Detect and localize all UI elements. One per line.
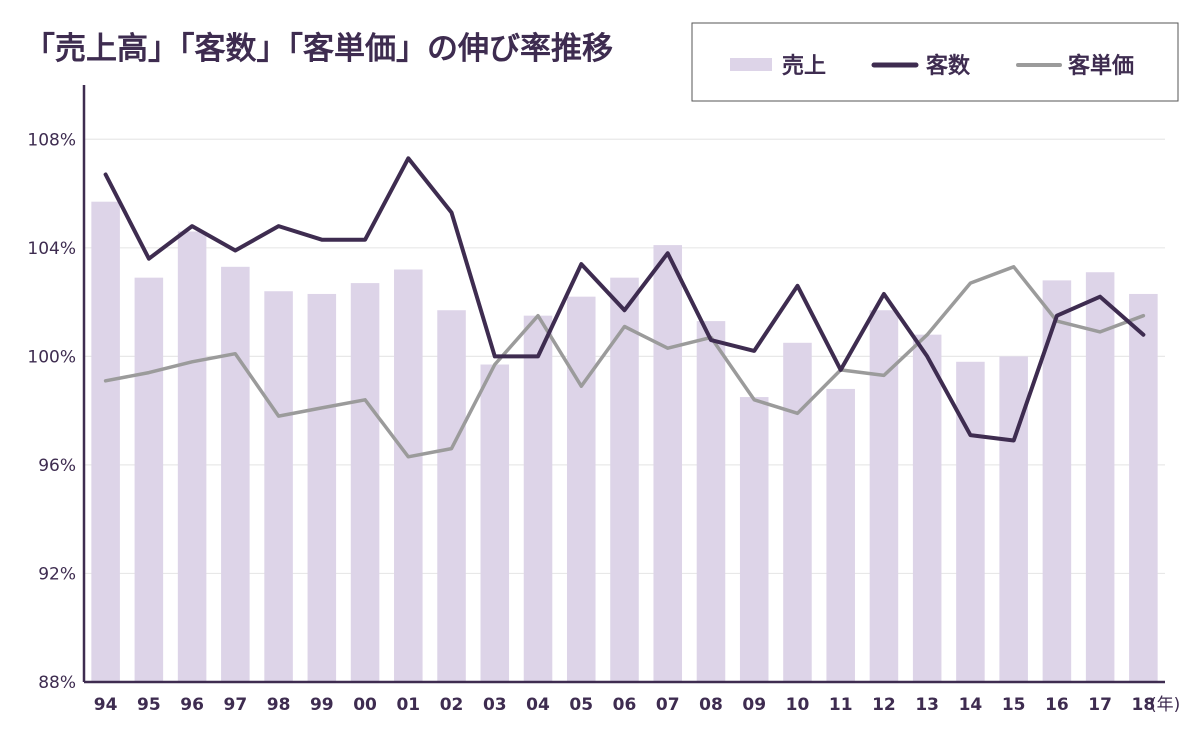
sales-bar (437, 310, 466, 682)
customers-line (103, 156, 1146, 443)
x-tick-label: 05 (569, 695, 593, 715)
x-tick-label: 97 (224, 695, 248, 715)
x-tick-label: 01 (396, 695, 420, 715)
x-tick-label: 03 (483, 695, 507, 715)
x-tick-label: 17 (1088, 695, 1112, 715)
sales-bar (177, 231, 207, 682)
sales-bar (91, 201, 120, 682)
sales-bar (221, 266, 250, 682)
x-tick-label: 94 (94, 695, 118, 715)
sales-bar (739, 397, 769, 682)
sales-bar (350, 283, 380, 682)
y-tick-label: 100% (27, 347, 76, 367)
y-tick-label: 88% (38, 673, 76, 693)
x-unit-label: (年) (1150, 695, 1180, 715)
x-tick-labels: 94 95 96 97 98 99 00 01 02 03 04 05 06 07 08 09 10 11 12 13… (94, 695, 1155, 715)
sales-bar (826, 388, 855, 682)
legend-swatch-sales (730, 58, 772, 71)
legend-label-customers: 客数 (926, 53, 971, 79)
x-tick-label: 18 (1132, 695, 1156, 715)
sales-bar (394, 269, 423, 682)
x-tick-label: 13 (915, 695, 939, 715)
x-tick-label: 11 (829, 695, 853, 715)
axes (82, 85, 1165, 684)
line-series (103, 156, 1146, 459)
y-tick-label: 92% (38, 564, 76, 584)
sales-bar (869, 310, 899, 682)
x-tick-label: 15 (1002, 695, 1026, 715)
sales-bar (956, 361, 985, 682)
sales-bar (566, 296, 596, 682)
x-tick-label: 95 (137, 695, 161, 715)
sales-bar (1085, 272, 1115, 682)
x-tick-label: 98 (267, 695, 291, 715)
x-tick-label: 06 (613, 695, 637, 715)
y-tick-label: 104% (27, 239, 76, 259)
y-tick-label: 108% (27, 130, 76, 150)
sales-bar (783, 342, 812, 682)
x-tick-label: 16 (1045, 695, 1069, 715)
x-tick-label: 04 (526, 695, 550, 715)
sales-bar (1129, 293, 1158, 682)
x-tick-label: 00 (353, 695, 377, 715)
y-tick-label: 96% (38, 456, 76, 476)
x-tick-label: 12 (872, 695, 896, 715)
y-tick-labels: 88% 92% 96% 100% 104% 108% (27, 130, 76, 693)
legend: 売上 客数 客単価 (691, 22, 1179, 102)
sales-bar (912, 334, 942, 682)
x-tick-label: 10 (786, 695, 810, 715)
sales-bar (523, 315, 553, 682)
legend-label-unit-price: 客単価 (1068, 53, 1134, 79)
x-tick-label: 09 (742, 695, 766, 715)
x-tick-label: 07 (656, 695, 680, 715)
sales-bar (653, 245, 683, 682)
chart-title: 「売上高」「客数」「客単価」の伸び率推移 (24, 31, 613, 67)
sales-bar (610, 277, 639, 682)
sales-bar (999, 356, 1028, 682)
x-tick-label: 02 (440, 695, 464, 715)
x-tick-label: 14 (959, 695, 983, 715)
legend-label-sales: 売上 (782, 53, 826, 79)
unit-price-line (103, 265, 1146, 459)
sales-bar (134, 277, 164, 682)
x-tick-label: 08 (699, 695, 723, 715)
sales-bar (480, 364, 510, 682)
sales-bar (307, 293, 337, 682)
bar-series (91, 201, 1158, 682)
legend-box (691, 22, 1179, 102)
sales-bar (264, 291, 293, 682)
x-tick-label: 99 (310, 695, 334, 715)
sales-bar (696, 321, 726, 682)
x-tick-label: 96 (180, 695, 204, 715)
